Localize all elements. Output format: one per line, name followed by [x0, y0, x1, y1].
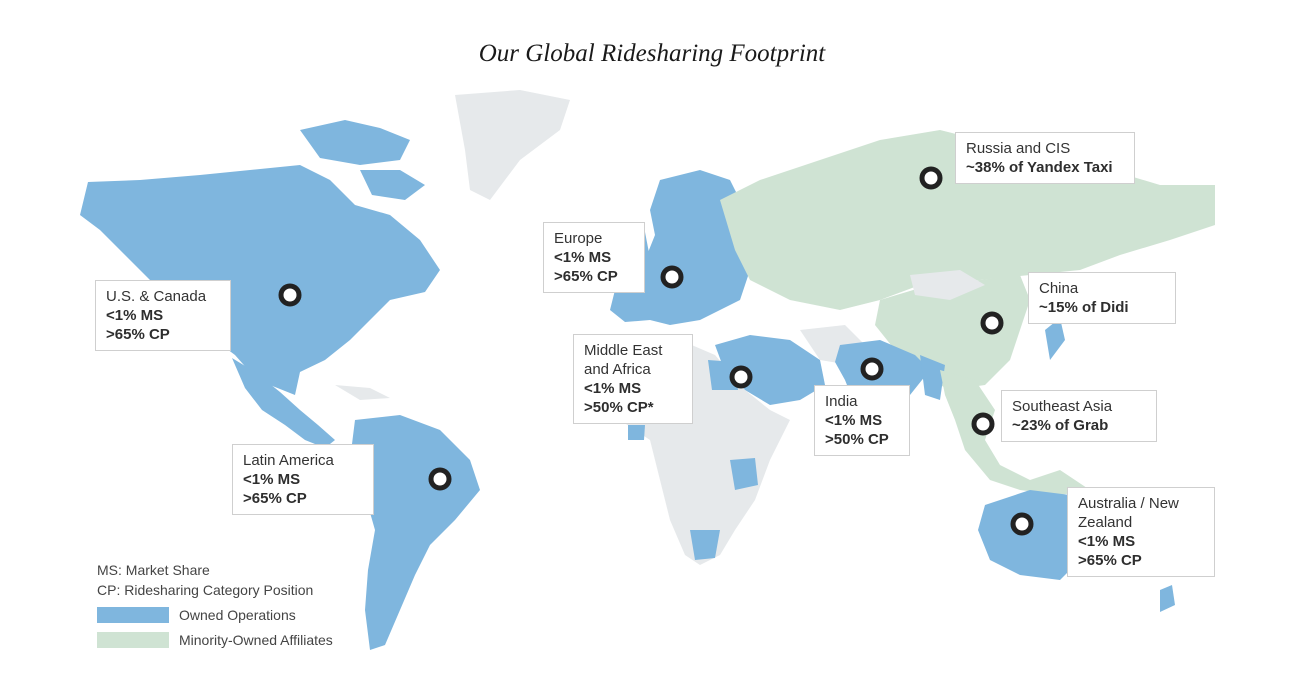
latin-america-marker[interactable]	[428, 467, 452, 491]
japan-region	[1045, 318, 1065, 360]
owned-swatch	[97, 607, 169, 623]
arctic-islands-region	[300, 120, 410, 165]
new-zealand-region	[1160, 585, 1175, 612]
europe-marker[interactable]	[660, 265, 684, 289]
southeast-asia-marker[interactable]	[971, 412, 995, 436]
label-southeast-asia: Southeast Asia ~23% of Grab	[1001, 390, 1157, 442]
label-middle-east-africa: Middle East and Africa <1% MS >50% CP*	[573, 334, 693, 424]
legend-owned-row: Owned Operations	[97, 605, 333, 625]
label-europe: Europe <1% MS >65% CP	[543, 222, 645, 293]
us-canada-marker[interactable]	[278, 283, 302, 307]
middle-east-africa-marker[interactable]	[729, 365, 753, 389]
central-america-region	[232, 358, 335, 448]
india-marker[interactable]	[860, 357, 884, 381]
caribbean-region	[335, 385, 390, 400]
south-africa-region	[690, 530, 720, 560]
east-africa-region	[730, 458, 758, 490]
map-title: Our Global Ridesharing Footprint	[478, 40, 826, 67]
label-us-canada: U.S. & Canada <1% MS >65% CP	[95, 280, 231, 351]
label-china: China ~15% of Didi	[1028, 272, 1176, 324]
label-latin-america: Latin America <1% MS >65% CP	[232, 444, 374, 515]
label-australia-nz: Australia / New Zealand <1% MS >65% CP	[1067, 487, 1215, 577]
egypt-region	[708, 360, 738, 390]
arctic-islands-region	[360, 170, 425, 200]
australia-region	[978, 490, 1085, 580]
china-marker[interactable]	[980, 311, 1004, 335]
australia-nz-marker[interactable]	[1010, 512, 1034, 536]
southeast-asia-region	[940, 370, 1090, 495]
legend-ms: MS: Market Share	[97, 562, 210, 578]
affiliate-swatch	[97, 632, 169, 648]
myanmar-region	[920, 355, 945, 400]
europe-region	[610, 170, 750, 325]
label-russia-cis: Russia and CIS ~38% of Yandex Taxi	[955, 132, 1135, 184]
north-america-region	[80, 165, 440, 395]
russia-cis-marker[interactable]	[919, 166, 943, 190]
legend-affiliate-row: Minority-Owned Affiliates	[97, 630, 333, 650]
west-africa-region	[628, 425, 645, 440]
legend-owned-label: Owned Operations	[179, 607, 296, 623]
greenland-region	[455, 90, 570, 200]
mongolia-region	[910, 270, 985, 300]
legend-cp: CP: Ridesharing Category Position	[97, 582, 314, 598]
map-legend: MS: Market Share CP: Ridesharing Categor…	[97, 560, 333, 650]
legend-affiliate-label: Minority-Owned Affiliates	[179, 632, 333, 648]
label-india: India <1% MS >50% CP	[814, 385, 910, 456]
